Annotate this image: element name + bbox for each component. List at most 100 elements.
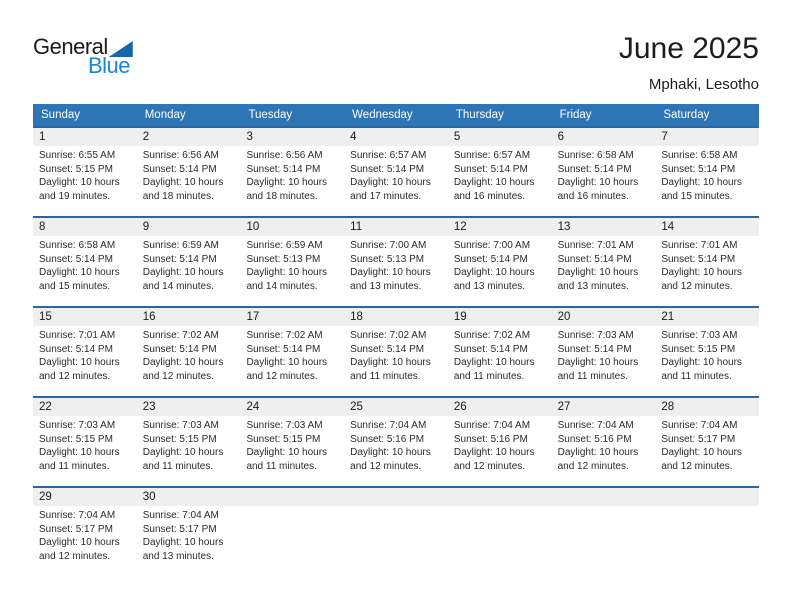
day-info-line: Sunset: 5:13 PM xyxy=(350,253,425,265)
day-info-line: Sunset: 5:14 PM xyxy=(350,163,425,175)
day-info-line: Daylight: 10 hours xyxy=(557,357,639,368)
day-details-row: Sunrise: 7:03 AM Sunset: 5:15 PM Daylight:… xyxy=(33,416,759,486)
day-info-line: and 11 minutes. xyxy=(350,370,421,382)
day-number: 24 xyxy=(246,401,260,413)
day-info-line: Sunrise: 7:03 AM xyxy=(246,420,323,431)
day-number: 4 xyxy=(350,131,357,143)
day-cell-11: Sunrise: 7:00 AM Sunset: 5:13 PM Daylight:… xyxy=(344,236,448,306)
day-cell-8: Sunrise: 6:58 AM Sunset: 5:14 PM Daylight:… xyxy=(33,236,137,306)
weekday-header-tuesday: Tuesday xyxy=(248,109,293,121)
day-number: 22 xyxy=(39,401,52,413)
day-number: 14 xyxy=(661,221,675,233)
day-cell-30: Sunrise: 7:04 AM Sunset: 5:17 PM Daylight:… xyxy=(137,506,241,576)
day-info-line: and 11 minutes. xyxy=(453,370,525,382)
day-info-line: Sunrise: 6:58 AM xyxy=(39,240,116,251)
day-info-line: Daylight: 10 hours xyxy=(453,177,535,188)
day-info-line: Sunset: 5:14 PM xyxy=(453,163,528,175)
day-number: 5 xyxy=(453,131,461,143)
day-number: 8 xyxy=(39,221,46,233)
day-info-line: Sunset: 5:15 PM xyxy=(246,433,321,445)
day-cell-15: Sunrise: 7:01 AM Sunset: 5:14 PM Daylight:… xyxy=(33,326,137,396)
day-info-line: Sunrise: 6:59 AM xyxy=(246,240,323,251)
day-number: 6 xyxy=(557,131,564,143)
day-info-line: Sunset: 5:14 PM xyxy=(350,343,425,355)
day-info-line: Sunrise: 7:03 AM xyxy=(142,420,219,431)
day-info-line: and 11 minutes. xyxy=(246,460,317,472)
day-info-line: Daylight: 10 hours xyxy=(661,267,742,278)
day-info-line: Daylight: 10 hours xyxy=(142,447,224,458)
day-number: 10 xyxy=(246,221,260,233)
day-info-line: Sunrise: 7:02 AM xyxy=(350,330,427,341)
day-info-line: Daylight: 10 hours xyxy=(246,447,328,458)
day-info-line: and 16 minutes. xyxy=(453,190,526,202)
day-info-line: Sunrise: 6:57 AM xyxy=(453,150,531,161)
day-info-line: Sunrise: 7:04 AM xyxy=(350,420,427,431)
weekday-header-row: Sunday Monday Tuesday Wednesday Thursday Frid… xyxy=(33,104,759,126)
day-info-line: Sunrise: 6:58 AM xyxy=(661,150,738,161)
day-info-line: and 11 minutes. xyxy=(142,460,214,472)
day-number: 19 xyxy=(453,311,467,323)
day-number: 2 xyxy=(142,131,150,143)
day-info-line: and 15 minutes. xyxy=(39,280,111,292)
day-cell-25: Sunrise: 7:04 AM Sunset: 5:16 PM Daylight:… xyxy=(344,416,448,486)
day-info-line: Daylight: 10 hours xyxy=(557,447,639,458)
day-details-row: Sunrise: 7:04 AM Sunset: 5:17 PM Daylight:… xyxy=(33,506,759,576)
day-info-line: Sunrise: 6:56 AM xyxy=(246,150,323,161)
day-cell-28: Sunrise: 7:04 AM Sunset: 5:17 PM Daylight:… xyxy=(655,416,759,486)
day-cell-22: Sunrise: 7:03 AM Sunset: 5:15 PM Daylight:… xyxy=(33,416,137,486)
day-number: 3 xyxy=(246,131,253,143)
day-details-row: Sunrise: 7:01 AM Sunset: 5:14 PM Daylight:… xyxy=(33,326,759,396)
day-info-line: and 14 minutes. xyxy=(246,280,318,292)
day-info-line: Sunset: 5:17 PM xyxy=(661,433,736,445)
day-number: 18 xyxy=(350,311,363,323)
day-cell-5: Sunrise: 6:57 AM Sunset: 5:14 PM Daylight:… xyxy=(448,146,552,216)
day-info-line: Sunset: 5:16 PM xyxy=(350,433,425,445)
day-info-line: and 17 minutes. xyxy=(350,190,422,202)
day-info-line: Sunset: 5:15 PM xyxy=(142,433,217,445)
day-number: 27 xyxy=(557,401,571,413)
calendar-body: 1 2 3 4 5 6 7 Sunrise: 6:55 AM Sunset: 5:15 PM Da… xyxy=(33,126,759,576)
weekday-header-friday: Friday xyxy=(559,109,592,121)
day-info-line: and 12 minutes. xyxy=(453,460,526,472)
day-info-line: Sunset: 5:14 PM xyxy=(39,253,113,265)
day-info-line: and 12 minutes. xyxy=(142,370,214,382)
day-number-empty xyxy=(240,488,344,506)
day-info-line: and 12 minutes. xyxy=(557,460,629,472)
day-details-row: Sunrise: 6:55 AM Sunset: 5:15 PM Daylight:… xyxy=(33,146,759,216)
page-subtitle: Mphaki, Lesotho xyxy=(648,76,759,93)
day-info-line: Sunrise: 7:04 AM xyxy=(661,420,738,431)
day-cell-9: Sunrise: 6:59 AM Sunset: 5:14 PM Daylight:… xyxy=(137,236,241,306)
day-cell-13: Sunrise: 7:01 AM Sunset: 5:14 PM Daylight:… xyxy=(552,236,656,306)
day-info-line: Sunrise: 7:00 AM xyxy=(350,240,427,251)
day-number: 11 xyxy=(350,221,363,233)
day-info-line: Sunrise: 7:01 AM xyxy=(39,330,116,341)
day-number: 25 xyxy=(350,401,363,413)
day-number: 12 xyxy=(453,221,467,233)
day-cell-empty xyxy=(344,506,448,576)
day-cell-21: Sunrise: 7:03 AM Sunset: 5:15 PM Daylight:… xyxy=(655,326,759,396)
day-cell-27: Sunrise: 7:04 AM Sunset: 5:16 PM Daylight:… xyxy=(552,416,656,486)
day-info-line: and 18 minutes. xyxy=(246,190,318,202)
day-info-line: Sunset: 5:17 PM xyxy=(142,523,217,535)
day-info-line: Sunrise: 7:03 AM xyxy=(661,330,738,341)
day-info-line: Daylight: 10 hours xyxy=(246,357,328,368)
day-info-line: and 12 minutes. xyxy=(661,280,733,292)
day-cell-empty xyxy=(655,506,759,576)
day-number: 21 xyxy=(661,311,675,323)
day-info-line: Daylight: 10 hours xyxy=(142,177,224,188)
weekday-header-thursday: Thursday xyxy=(455,109,504,121)
day-info-line: Daylight: 10 hours xyxy=(39,537,120,548)
day-number-band: 22 23 24 25 26 27 28 xyxy=(33,398,759,416)
day-cell-2: Sunrise: 6:56 AM Sunset: 5:14 PM Daylight:… xyxy=(137,146,241,216)
day-info-line: Sunset: 5:14 PM xyxy=(246,163,321,175)
day-info-line: Daylight: 10 hours xyxy=(350,447,431,458)
day-number: 7 xyxy=(661,131,668,143)
day-cell-empty xyxy=(448,506,552,576)
day-cell-1: Sunrise: 6:55 AM Sunset: 5:15 PM Daylight:… xyxy=(33,146,137,216)
day-info-line: Sunrise: 7:02 AM xyxy=(246,330,323,341)
day-info-line: and 12 minutes. xyxy=(246,370,318,382)
day-cell-19: Sunrise: 7:02 AM Sunset: 5:14 PM Daylight:… xyxy=(448,326,552,396)
day-info-line: Daylight: 10 hours xyxy=(557,177,639,188)
day-info-line: Daylight: 10 hours xyxy=(661,177,742,188)
